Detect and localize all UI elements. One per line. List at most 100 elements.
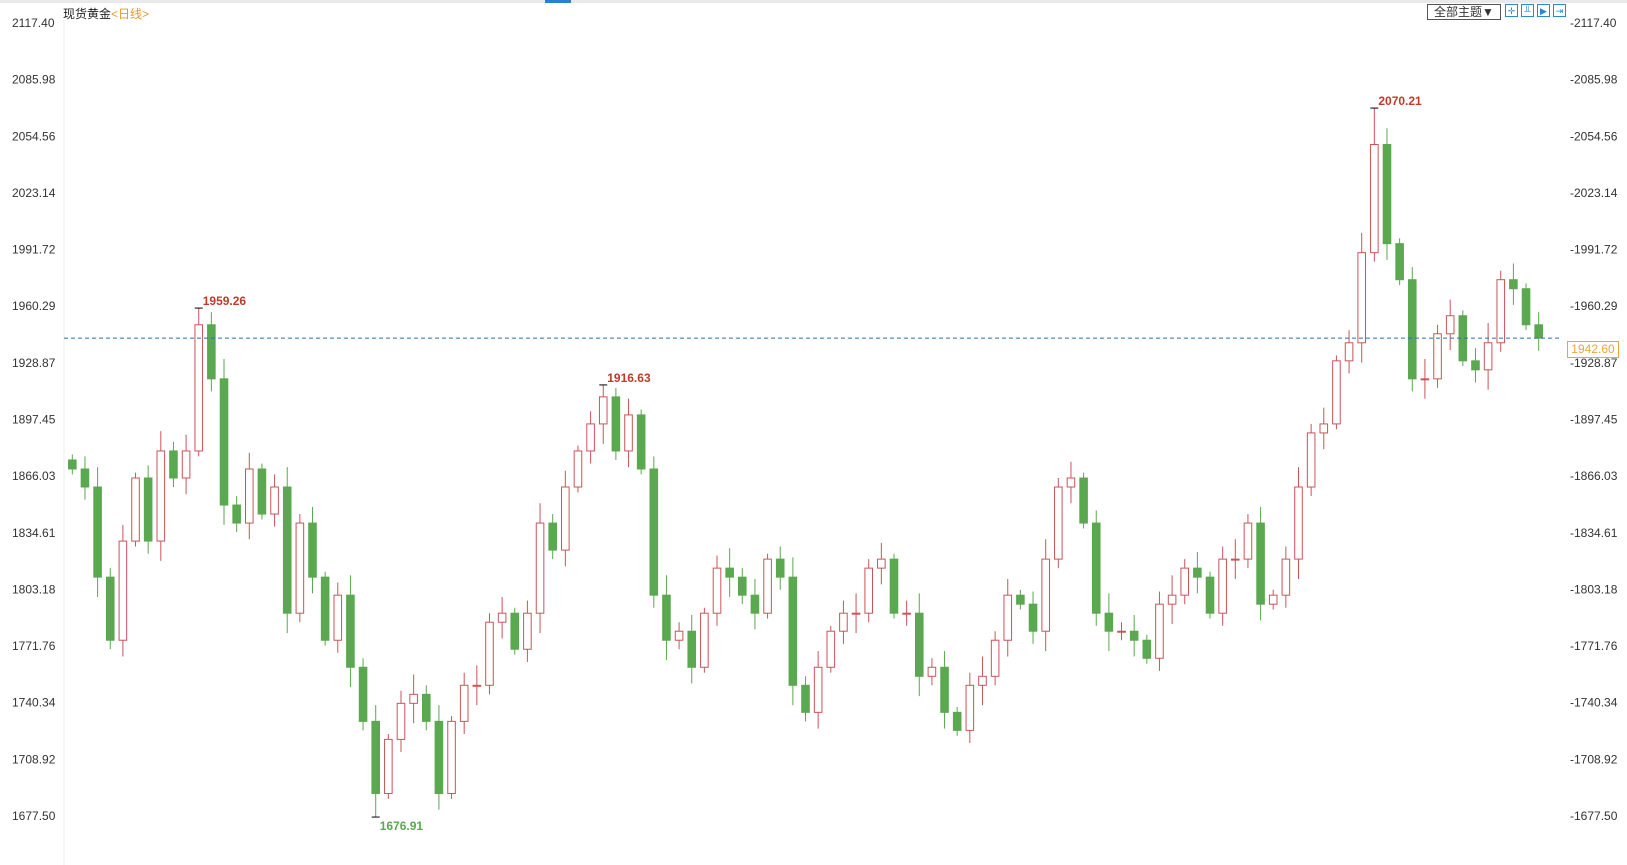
candle-body (1420, 378, 1430, 381)
theme-dropdown[interactable]: 全部主题▼ (1427, 4, 1501, 20)
candle-body (1471, 360, 1480, 371)
zoom-in-icon[interactable]: ╨ (1521, 4, 1534, 17)
candle-body (346, 594, 355, 668)
candle-body (333, 594, 343, 641)
candle-body (207, 324, 216, 380)
candle-body (1407, 279, 1417, 380)
y-tick-label: 1928.87 (12, 356, 56, 370)
y-tick-label: 1991.72 (12, 243, 56, 257)
y-tick-label: -1677.50 (1570, 809, 1618, 823)
candle-body (434, 720, 444, 794)
y-tick-label: -2085.98 (1570, 73, 1618, 87)
candle-body (1445, 315, 1455, 335)
candle-body (624, 414, 633, 452)
candle-body (1104, 612, 1114, 632)
candle-body (1129, 630, 1139, 641)
current-price-label: 1942.60 (1567, 341, 1619, 358)
y-tick-label: 1834.61 (12, 526, 56, 540)
candle-body (1079, 477, 1088, 524)
candle-body (927, 666, 937, 677)
y-tick-label: -2117.40 (1570, 16, 1617, 30)
y-tick-label: 2023.14 (12, 186, 56, 200)
y-tick-label: -1771.76 (1570, 639, 1618, 653)
candle-body (674, 630, 684, 641)
right-y-axis: -2117.40 -2085.98 -2054.56 -2023.14 -1991.72… (1570, 16, 1618, 823)
y-tick-label: -1960.29 (1570, 299, 1618, 313)
candle-body (472, 684, 482, 687)
candle-body (889, 558, 899, 614)
crosshair-icon[interactable]: ✛ (1505, 4, 1518, 17)
candle-body (1155, 603, 1164, 659)
candle-body (459, 684, 469, 722)
candle-body (447, 720, 456, 794)
y-tick-label: -1708.92 (1570, 752, 1618, 766)
candle-body (586, 423, 595, 452)
candle-body (485, 621, 494, 686)
candle-body (573, 450, 583, 488)
candle-body (1167, 594, 1177, 605)
candle-body (181, 450, 191, 479)
candle-body (1382, 144, 1392, 245)
candle-body (131, 477, 140, 542)
candle-body (1243, 522, 1253, 560)
candle-body (1319, 423, 1329, 434)
y-tick-label: 2117.40 (12, 16, 55, 30)
candle-body (839, 612, 848, 632)
jump-end-icon[interactable]: ⇥ (1553, 4, 1566, 17)
candle-body (700, 612, 709, 668)
candle-body (409, 693, 418, 704)
candle-body (270, 486, 279, 515)
y-tick-label: -1740.34 (1570, 696, 1618, 710)
y-tick-label: -1866.03 (1570, 469, 1618, 483)
candle-body (611, 396, 621, 452)
candle-body (232, 504, 241, 524)
candle-body (245, 468, 254, 524)
candle-body (750, 594, 760, 614)
period-prev: < (111, 7, 119, 21)
candles (68, 108, 1543, 818)
candle-body (940, 666, 949, 713)
candle-body (1218, 558, 1227, 614)
candle-body (826, 630, 836, 668)
high-price-label: 1959.26 (203, 294, 247, 308)
candle-body (1332, 360, 1341, 425)
high-price-label: 1916.63 (607, 371, 651, 385)
candle-body (952, 711, 962, 731)
candle-body (990, 639, 1000, 677)
candle-body (965, 684, 975, 731)
candle-body (320, 576, 330, 641)
candle-body (93, 486, 102, 578)
y-tick-label: 1708.92 (12, 752, 56, 766)
candle-body (257, 468, 267, 515)
candle-body (914, 612, 924, 677)
candle-body (1509, 279, 1518, 290)
candle-body (396, 702, 406, 740)
candle-body (1003, 594, 1013, 641)
y-tick-label: 2054.56 (12, 129, 56, 143)
y-tick-label: 1740.34 (12, 696, 56, 710)
y-tick-label: 2085.98 (12, 73, 56, 87)
candle-body (1193, 567, 1202, 578)
scroll-indicator[interactable] (545, 0, 571, 3)
candle-body (902, 612, 911, 615)
candle-body (169, 450, 178, 479)
period-selector[interactable]: <日线> (111, 7, 149, 21)
candle-body (535, 522, 545, 614)
candle-body (763, 558, 772, 614)
y-tick-label: -2054.56 (1570, 129, 1618, 143)
candle-body (1054, 486, 1063, 560)
candle-body (1433, 333, 1442, 380)
candle-body (1521, 288, 1531, 326)
period-next: > (142, 7, 150, 21)
play-icon[interactable]: ▶ (1537, 4, 1550, 17)
candle-body (384, 738, 393, 794)
y-tick-label: 1803.18 (12, 582, 56, 596)
candle-body (1268, 594, 1278, 605)
annotations: 1959.26 1676.91 1916.63 2070.21 (194, 94, 1422, 833)
candle-body (219, 378, 229, 506)
candle-body (156, 450, 166, 542)
y-tick-label: 1771.76 (12, 639, 56, 653)
candle-body (1357, 252, 1366, 344)
candle-body (801, 684, 810, 713)
